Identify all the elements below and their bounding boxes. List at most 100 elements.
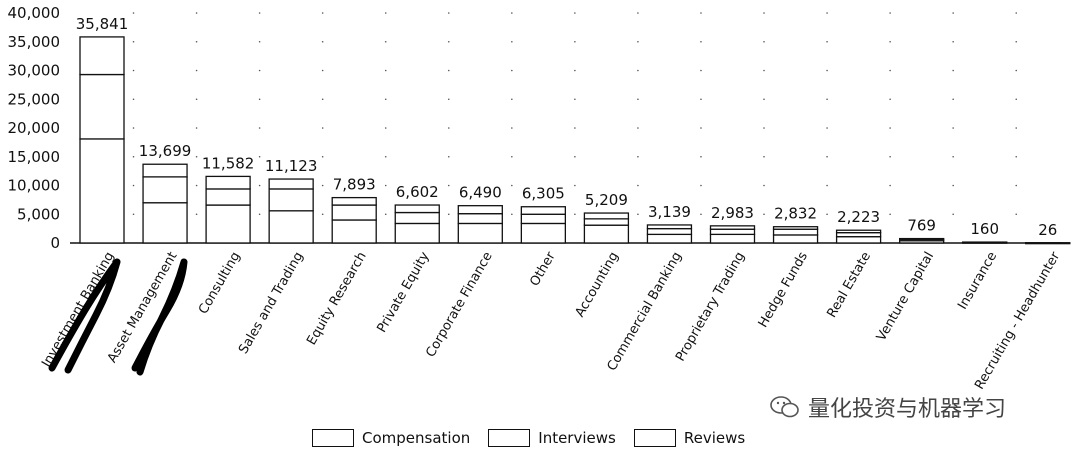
grid-dot <box>889 184 891 187</box>
grid-dot <box>889 98 891 101</box>
bar-segment-reviews <box>646 224 693 230</box>
grid-dot <box>321 213 324 216</box>
grid-dot <box>511 12 513 14</box>
watermark-text: 量化投资与机器学习 <box>808 397 1007 422</box>
x-tick-label: Real Estate <box>824 250 874 321</box>
legend-swatch <box>312 429 354 447</box>
bar-segment-compensation <box>457 222 503 244</box>
grid-dot <box>258 184 261 187</box>
grid-dot <box>889 127 891 129</box>
wechat-icon <box>770 396 799 418</box>
grid-dot <box>132 69 135 72</box>
grid-dot <box>447 127 450 129</box>
scribble-mark <box>48 258 121 374</box>
bar-value-label: 160 <box>970 220 999 238</box>
grid-dot <box>258 155 261 158</box>
grid-dot <box>763 12 765 14</box>
grid-dot <box>826 155 828 158</box>
legend-label: Compensation <box>362 429 471 447</box>
bar-value-label: 13,699 <box>139 142 192 160</box>
grid-dot <box>700 98 702 101</box>
bar-segment-interviews <box>520 213 566 225</box>
grid-dot <box>447 12 450 14</box>
x-tick-label: Sales and Trading <box>236 250 307 357</box>
grid-dot <box>132 184 135 187</box>
x-tick-label: Equity Research <box>304 250 369 348</box>
bar-segment-compensation <box>835 236 882 244</box>
y-tick-label: 0 <box>50 234 60 252</box>
grid-dot <box>763 69 765 72</box>
grid-dot <box>321 155 324 158</box>
grid-dot <box>637 12 639 14</box>
bar-segment-reviews <box>962 241 1008 244</box>
grid-dot <box>826 12 828 14</box>
grid-dot <box>258 40 261 43</box>
grid-dot <box>637 155 639 158</box>
grid-dot <box>826 127 828 129</box>
grid-dot <box>763 155 765 158</box>
grid-dot <box>447 98 450 101</box>
y-tick-label: 10,000 <box>8 177 61 195</box>
grid-dot <box>511 155 513 158</box>
grid-dot <box>574 127 576 129</box>
bar-segment-reviews <box>1025 242 1071 245</box>
grid-dot <box>826 98 828 101</box>
x-tick-label: Insurance <box>955 249 1000 312</box>
grid-dot <box>258 12 261 14</box>
grid-dot <box>826 184 828 187</box>
bar-segment-compensation <box>268 210 314 244</box>
grid-dot <box>637 184 639 187</box>
legend-item-reviews: Reviews <box>633 429 745 447</box>
grid-dot <box>574 213 576 216</box>
x-tick-label: Other <box>527 249 559 289</box>
grid-dot <box>132 98 135 101</box>
bar-segment-compensation <box>79 138 125 244</box>
y-tick-label: 35,000 <box>8 33 61 51</box>
grid-dot <box>384 69 387 72</box>
grid-dot <box>384 12 387 14</box>
bar-segment-interviews <box>709 228 756 236</box>
bar-segment-compensation <box>772 234 819 244</box>
grid-dot <box>511 40 513 43</box>
grid-dot <box>384 98 387 101</box>
grid-dot <box>447 213 450 216</box>
grid-dot <box>700 69 702 72</box>
legend-swatch <box>488 429 531 447</box>
legend-item-compensation: Compensation <box>312 429 470 447</box>
grid-dot <box>384 127 387 129</box>
bar-segment-interviews <box>142 176 188 204</box>
grid-dot <box>952 184 954 187</box>
grid-dot <box>1015 98 1018 101</box>
bar-value-label: 11,123 <box>265 157 318 175</box>
grid-dot <box>258 213 261 216</box>
x-tick-label: Proprietary Trading <box>673 250 748 365</box>
x-tick-label: Venture Capital <box>874 250 937 344</box>
grid-dot <box>511 98 513 101</box>
grid-dot <box>511 127 513 129</box>
grid-dot <box>258 127 261 129</box>
grid-dot <box>132 213 135 216</box>
bar-segment-compensation <box>646 233 693 244</box>
bar-segment-interviews <box>331 204 377 221</box>
bar-segment-interviews <box>268 188 314 212</box>
grid-dot <box>763 98 765 101</box>
grid-dot <box>637 127 639 129</box>
grid-dot <box>447 155 450 158</box>
grid-dot <box>889 213 891 216</box>
grid-dot <box>700 127 702 129</box>
y-tick-label: 5,000 <box>17 205 60 223</box>
grid-dot <box>574 69 576 72</box>
grid-dot <box>321 12 324 14</box>
bar-value-label: 6,305 <box>522 185 565 203</box>
grid-dot <box>195 184 198 187</box>
x-tick-label: Corporate Finance <box>423 250 495 360</box>
bar-segment-reviews <box>457 205 503 215</box>
grid-dot <box>952 155 954 158</box>
grid-dot <box>321 184 324 187</box>
bar-segment-reviews <box>709 225 756 230</box>
grid-dot <box>447 40 450 43</box>
bar-segment-compensation <box>583 224 630 244</box>
grid-dot <box>1015 12 1018 14</box>
bar-segment-compensation <box>331 219 377 244</box>
